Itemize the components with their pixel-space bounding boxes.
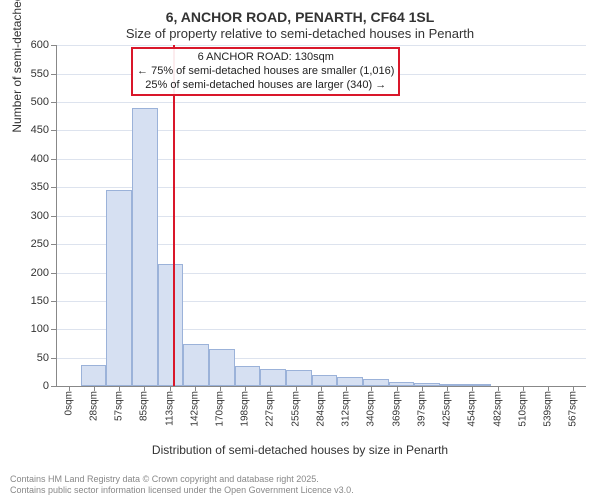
x-tick-label: 142sqm [189, 391, 200, 427]
x-tick-label: 425sqm [442, 391, 453, 427]
histogram-bar [106, 190, 132, 386]
x-tick-label: 85sqm [139, 391, 150, 421]
x-tick: 454sqm [460, 387, 485, 415]
y-tick-label: 450 [31, 124, 49, 136]
x-tick: 0sqm [56, 387, 81, 415]
x-tick: 142sqm [182, 387, 207, 415]
x-tick-label: 28sqm [88, 391, 99, 421]
x-tick: 28sqm [81, 387, 106, 415]
x-tick-label: 567sqm [568, 391, 579, 427]
x-tick-label: 0sqm [63, 391, 74, 415]
x-tick: 397sqm [409, 387, 434, 415]
histogram-bar [440, 384, 466, 386]
y-tick-label: 100 [31, 323, 49, 335]
histogram-bar [183, 344, 209, 387]
x-tick: 113sqm [157, 387, 182, 415]
y-axis-label: Number of semi-detached properties [10, 0, 24, 133]
footer-line1: Contains HM Land Registry data © Crown c… [10, 474, 354, 485]
x-tick-label: 340sqm [366, 391, 377, 427]
annotation-box: 6 ANCHOR ROAD: 130sqm ← 75% of semi-deta… [131, 47, 400, 96]
x-tick: 170sqm [207, 387, 232, 415]
histogram-bar [209, 349, 235, 386]
annotation-line3: 25% of semi-detached houses are larger (… [137, 79, 394, 93]
page-title: 6, ANCHOR ROAD, PENARTH, CF64 1SL [0, 0, 600, 26]
x-tick: 340sqm [359, 387, 384, 415]
y-tick-label: 250 [31, 238, 49, 250]
footer-attribution: Contains HM Land Registry data © Crown c… [10, 474, 354, 496]
x-tick: 255sqm [283, 387, 308, 415]
x-tick-label: 397sqm [416, 391, 427, 427]
x-tick-label: 227sqm [265, 391, 276, 427]
histogram-bar [414, 383, 440, 386]
x-tick-label: 539sqm [543, 391, 554, 427]
annotation-line2: ← 75% of semi-detached houses are smalle… [137, 65, 394, 79]
x-tick: 312sqm [334, 387, 359, 415]
x-tick: 482sqm [485, 387, 510, 415]
x-tick: 567sqm [561, 387, 586, 415]
x-tick: 369sqm [384, 387, 409, 415]
histogram-bar [158, 264, 184, 386]
x-tick: 425sqm [435, 387, 460, 415]
y-tick-label: 200 [31, 267, 49, 279]
histogram-bar [132, 108, 158, 386]
y-tick-label: 0 [43, 380, 49, 392]
x-tick-label: 198sqm [240, 391, 251, 427]
histogram-bar [81, 365, 107, 387]
x-tick-label: 170sqm [215, 391, 226, 427]
histogram-bar [286, 370, 312, 386]
y-tick-label: 50 [37, 352, 49, 364]
x-tick: 284sqm [308, 387, 333, 415]
histogram-bar [337, 377, 363, 386]
histogram-bar [389, 382, 415, 387]
x-axis-label: Distribution of semi-detached houses by … [0, 443, 600, 457]
plot-region: 6 ANCHOR ROAD: 130sqm ← 75% of semi-deta… [56, 45, 586, 387]
x-axis-ticks: 0sqm 28sqm57sqm85sqm113sqm142sqm170sqm198… [56, 387, 586, 415]
histogram-bar [260, 369, 286, 386]
histogram-bar [235, 366, 261, 386]
x-tick-label: 57sqm [114, 391, 125, 421]
x-tick-label: 369sqm [391, 391, 402, 427]
histogram-bar [312, 375, 338, 386]
x-tick: 85sqm [132, 387, 157, 415]
x-tick-label: 312sqm [341, 391, 352, 427]
chart-area: Number of semi-detached properties 6 ANC… [56, 45, 586, 415]
y-tick-label: 600 [31, 39, 49, 51]
x-tick-label: 482sqm [492, 391, 503, 427]
annotation-line1: 6 ANCHOR ROAD: 130sqm [137, 51, 394, 65]
histogram-bar [363, 379, 389, 386]
y-tick-label: 500 [31, 96, 49, 108]
x-tick: 510sqm [510, 387, 535, 415]
y-tick-label: 350 [31, 181, 49, 193]
x-tick: 57sqm [106, 387, 131, 415]
y-tick-label: 150 [31, 295, 49, 307]
y-tick-label: 300 [31, 210, 49, 222]
x-tick: 227sqm [258, 387, 283, 415]
x-tick-label: 454sqm [467, 391, 478, 427]
y-tick-label: 400 [31, 153, 49, 165]
x-tick-label: 113sqm [164, 391, 175, 426]
x-tick-label: 255sqm [290, 391, 301, 427]
x-tick: 198sqm [233, 387, 258, 415]
y-tick-label: 550 [31, 68, 49, 80]
page-subtitle: Size of property relative to semi-detach… [0, 26, 600, 45]
footer-line2: Contains public sector information licen… [10, 485, 354, 496]
x-tick-label: 284sqm [315, 391, 326, 427]
x-tick: 539sqm [535, 387, 560, 415]
histogram-bar [466, 384, 492, 386]
x-tick-label: 510sqm [517, 391, 528, 427]
